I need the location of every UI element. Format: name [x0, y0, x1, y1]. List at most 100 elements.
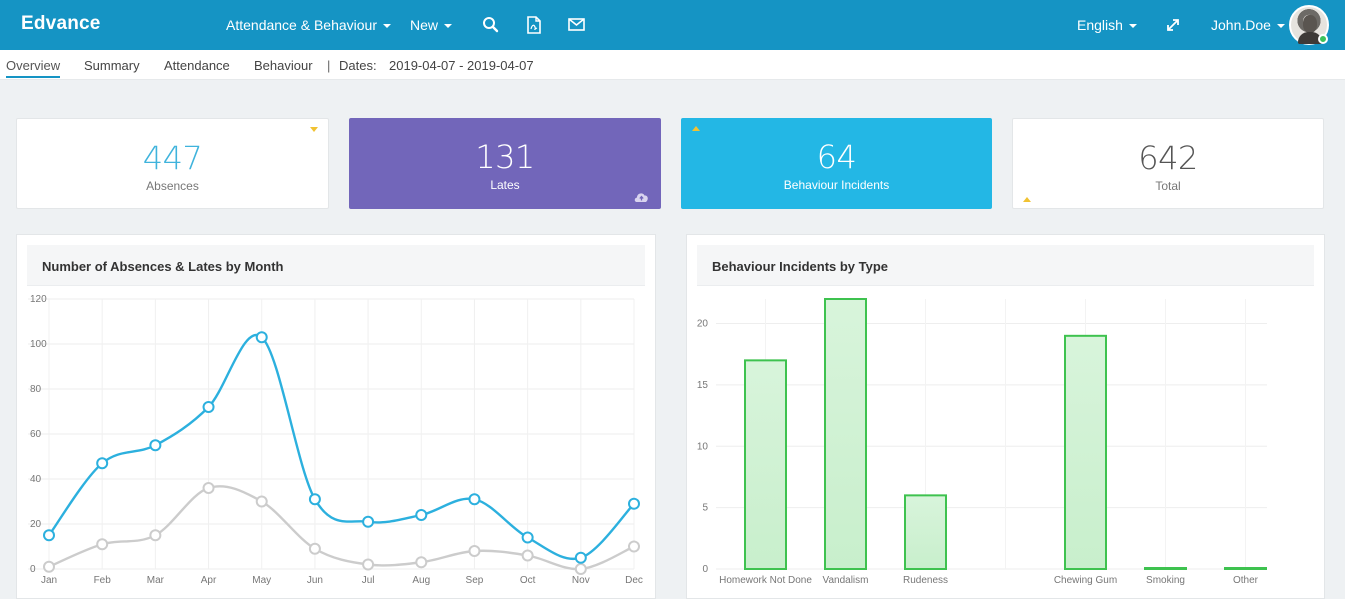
cloud-upload-icon[interactable]	[633, 190, 650, 204]
y-tick-label: 5	[702, 503, 708, 514]
language-label: English	[1077, 17, 1123, 33]
dates-label: Dates:	[339, 58, 377, 73]
tab-behaviour[interactable]: Behaviour	[254, 58, 313, 73]
bar	[904, 494, 947, 571]
y-tick-label: 80	[30, 384, 42, 395]
data-point	[202, 482, 215, 494]
top-navbar: Edvance Attendance & Behaviour New Engli…	[0, 0, 1345, 50]
data-point	[521, 531, 534, 544]
brand-logo[interactable]: Edvance	[21, 13, 101, 34]
sub-navbar: Overview Summary Attendance Behaviour | …	[0, 50, 1345, 80]
plot-area	[28, 295, 645, 575]
data-point	[574, 563, 587, 575]
absences-label: Absences	[146, 179, 199, 193]
x-tick-label: Rudeness	[903, 575, 948, 586]
trend-down-icon	[310, 127, 318, 132]
y-tick-label: 0	[30, 564, 36, 575]
y-tick-label: 100	[30, 339, 47, 350]
new-menu-label: New	[410, 17, 439, 33]
data-point	[628, 540, 640, 553]
data-point	[255, 495, 268, 508]
data-point	[415, 556, 428, 569]
x-tick-label: Chewing Gum	[1054, 575, 1117, 586]
data-point	[202, 401, 215, 413]
search-icon[interactable]	[480, 14, 502, 36]
data-point	[96, 538, 109, 551]
data-point	[149, 439, 162, 452]
total-card: 642 Total	[1012, 118, 1324, 209]
chevron-down-icon	[1276, 24, 1285, 29]
x-tick-label: Jan	[41, 575, 57, 586]
behaviour-incidents-card: 64 Behaviour Incidents	[681, 118, 992, 209]
trend-up-icon	[692, 126, 700, 131]
series-line	[48, 333, 635, 561]
lates-label: Lates	[490, 178, 520, 192]
x-tick-label: Feb	[94, 575, 112, 586]
data-point	[255, 331, 268, 344]
attendance-behaviour-menu[interactable]: Attendance & Behaviour	[226, 17, 391, 33]
y-tick-label: 20	[697, 319, 709, 330]
avatar-face	[1303, 15, 1317, 33]
online-status-icon	[1318, 34, 1328, 44]
subnav-separator: |	[327, 58, 331, 73]
data-point	[468, 545, 481, 557]
language-selector[interactable]: English	[1077, 17, 1137, 33]
data-point	[362, 558, 375, 571]
line-chart-title: Number of Absences & Lates by Month	[42, 259, 284, 274]
y-tick-label: 0	[702, 564, 708, 575]
expand-icon[interactable]	[1162, 14, 1184, 36]
bar	[1224, 567, 1267, 570]
absences-card: 447 Absences	[16, 118, 329, 209]
x-tick-label: Other	[1233, 575, 1259, 586]
total-count: 642	[1138, 139, 1198, 177]
x-tick-label: Dec	[625, 575, 643, 586]
behaviour-incidents-label: Behaviour Incidents	[783, 178, 890, 192]
behaviour-incidents-count: 64	[816, 138, 857, 176]
x-tick-label: Jul	[362, 575, 375, 586]
x-tick-label: Smoking	[1146, 575, 1185, 586]
absences-count: 447	[142, 139, 203, 177]
data-point	[43, 560, 55, 573]
mail-icon[interactable]	[566, 14, 588, 36]
tab-summary[interactable]: Summary	[84, 58, 140, 73]
tab-attendance[interactable]: Attendance	[164, 58, 230, 73]
data-point	[628, 497, 640, 510]
bar	[744, 359, 787, 571]
panel-header: Behaviour Incidents by Type	[697, 245, 1314, 286]
x-tick-label: Apr	[201, 575, 217, 586]
x-tick-label: Aug	[412, 575, 430, 586]
absences-lates-line-chart: 0 20 40 60 80 100 120 Jan Feb Mar Apr May Jun Jul Aug S…	[28, 294, 645, 586]
x-tick-label: Oct	[520, 575, 536, 586]
panel-header: Number of Absences & Lates by Month	[27, 245, 645, 286]
date-range-picker[interactable]: 2019-04-07 - 2019-04-07	[389, 58, 534, 73]
attendance-behaviour-menu-label: Attendance & Behaviour	[226, 17, 377, 33]
data-point	[149, 529, 162, 542]
bar	[1064, 334, 1107, 571]
new-menu[interactable]: New	[410, 17, 453, 33]
user-menu[interactable]: John.Doe	[1211, 17, 1285, 33]
absences-lates-chart-panel: Number of Absences & Lates by Month 0 20 4…	[16, 234, 656, 599]
x-tick-label: May	[252, 575, 271, 586]
data-point	[308, 493, 321, 506]
data-point	[43, 529, 55, 542]
data-point	[468, 493, 481, 506]
y-tick-label: 40	[30, 474, 42, 485]
lates-count: 131	[475, 138, 535, 176]
series-line	[48, 485, 635, 571]
avatar-body	[1298, 32, 1322, 44]
x-tick-label: Sep	[466, 575, 484, 586]
tab-overview[interactable]: Overview	[6, 58, 61, 78]
y-tick-label: 20	[30, 519, 42, 530]
total-label: Total	[1155, 179, 1181, 193]
chevron-down-icon	[1128, 24, 1137, 29]
behaviour-incidents-chart-panel: Behaviour Incidents by Type 0 5 10 15 20 Home…	[686, 234, 1325, 599]
behaviour-incidents-bar-chart: 0 5 10 15 20 Homework Not Done Vandalism Rudene…	[697, 298, 1267, 586]
x-tick-label: Mar	[147, 575, 165, 586]
trend-up-icon	[1023, 197, 1031, 202]
pdf-file-icon[interactable]	[523, 14, 545, 36]
bar	[824, 298, 867, 570]
data-point	[308, 542, 321, 555]
bar-chart-title: Behaviour Incidents by Type	[712, 259, 889, 274]
data-point	[362, 515, 375, 528]
y-tick-label: 10	[697, 441, 709, 452]
